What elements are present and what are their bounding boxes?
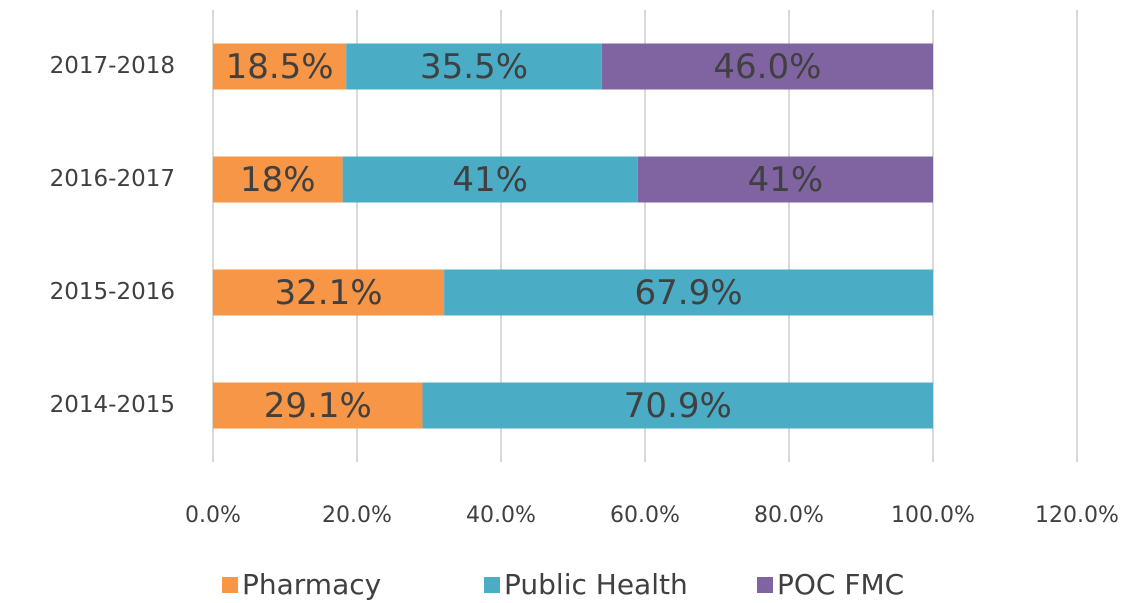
y-tick-label: 2015-2016 <box>50 279 175 305</box>
data-label: 18.5% <box>226 47 334 87</box>
data-label: 29.1% <box>264 386 372 426</box>
data-label: 70.9% <box>624 386 732 426</box>
data-label: 32.1% <box>275 273 383 313</box>
bar-segment <box>213 382 423 429</box>
data-label: 18% <box>240 160 316 200</box>
legend-swatch <box>757 577 773 593</box>
legend-label: Public Health <box>504 568 688 601</box>
bar-segment <box>422 382 933 429</box>
bar-segment <box>342 156 638 203</box>
data-label: 46.0% <box>713 47 821 87</box>
legend-label: POC FMC <box>777 568 904 601</box>
y-tick-label: 2017-2018 <box>50 53 175 79</box>
x-tick-label: 20.0% <box>322 503 392 528</box>
x-tick-label: 80.0% <box>754 503 824 528</box>
x-tick-label: 0.0% <box>185 503 241 528</box>
bar-segment <box>213 43 347 90</box>
bar-segment <box>346 43 602 90</box>
x-tick-label: 120.0% <box>1035 503 1119 528</box>
x-tick-label: 60.0% <box>610 503 680 528</box>
bar-segment <box>637 156 933 203</box>
y-tick-label: 2014-2015 <box>50 392 175 418</box>
data-label: 41% <box>748 160 824 200</box>
bar-segment <box>601 43 933 90</box>
legend-swatch <box>222 577 238 593</box>
bar-segment <box>213 269 445 316</box>
data-label: 67.9% <box>635 273 743 313</box>
bar-segment <box>213 156 343 203</box>
data-label: 35.5% <box>420 47 528 87</box>
bar-segment <box>444 269 933 316</box>
x-tick-label: 100.0% <box>891 503 975 528</box>
legend-swatch <box>484 577 500 593</box>
data-label: 41% <box>452 160 528 200</box>
x-tick-label: 40.0% <box>466 503 536 528</box>
y-tick-label: 2016-2017 <box>50 166 175 192</box>
legend-label: Pharmacy <box>242 568 381 601</box>
